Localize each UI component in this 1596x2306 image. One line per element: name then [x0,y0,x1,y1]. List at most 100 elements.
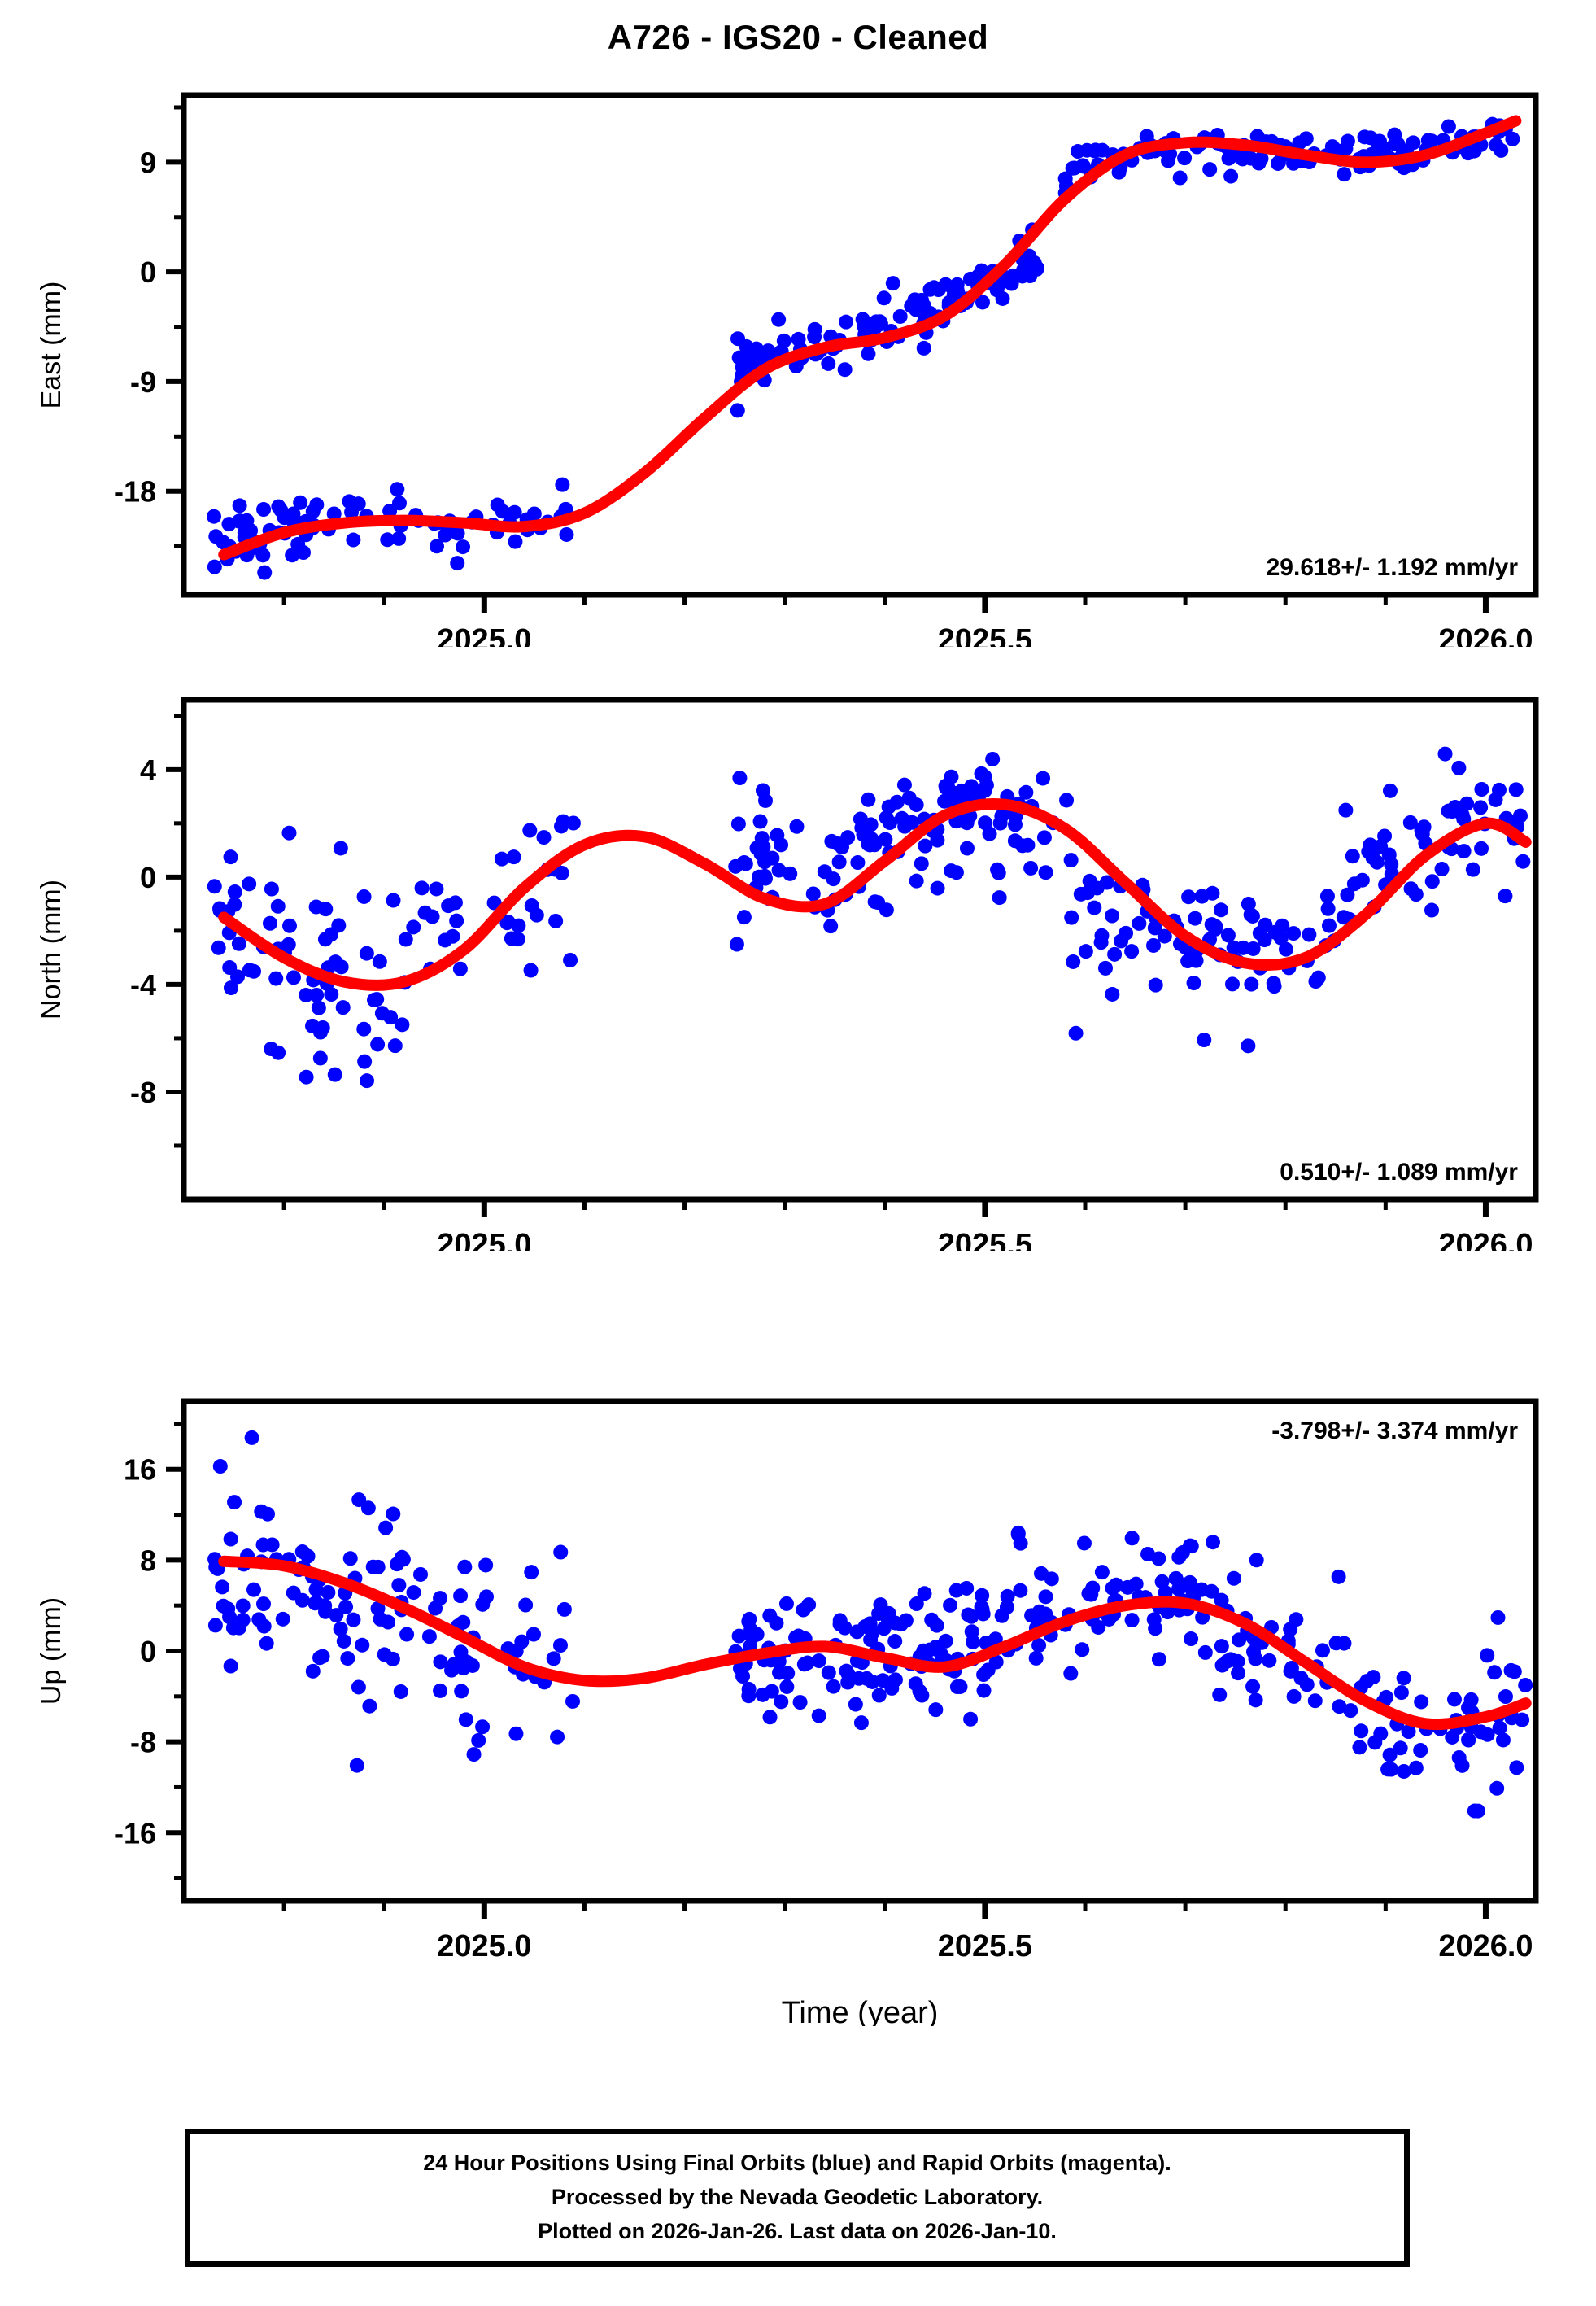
data-point [453,1644,469,1660]
data-point [1172,170,1188,186]
data-point [1082,873,1097,889]
data-point [550,1729,565,1745]
data-point [1186,976,1201,991]
data-point [1480,1727,1495,1742]
data-point [244,1430,259,1445]
footer-legend-box: 24 Hour Positions Using Final Orbits (bl… [185,2129,1410,2267]
data-point [338,1599,354,1614]
data-point [861,346,876,361]
east-chart-svg: 9 0 -9 -18 2025.0 2025.5 2026.0 East (mm) 29.618… [36,92,1539,647]
data-point [1087,900,1102,915]
data-point [207,509,222,524]
data-point [1354,1723,1369,1739]
data-point [231,936,246,951]
data-point [1038,1589,1053,1605]
data-point [475,1719,491,1735]
data-point [938,1633,953,1649]
data-point [1467,1803,1482,1819]
data-point [1447,800,1463,815]
data-point [876,290,892,306]
data-point [441,898,456,914]
data-point [268,971,284,986]
data-point [1245,941,1261,956]
data-point [429,881,444,897]
data-point [995,290,1010,306]
footer-line-3: Plotted on 2026-Jan-26. Last data on 202… [538,2218,1057,2243]
data-point [1248,1692,1263,1708]
data-point [732,771,748,786]
data-point [380,532,395,548]
data-point [1124,1613,1140,1628]
data-point [1382,783,1398,798]
data-point [318,902,334,917]
data-point [1175,1544,1190,1560]
up-chart-svg: 16 8 0 -8 -16 2025.0 2025.5 2026.0 Up (mm) -3.798… [36,1398,1539,2026]
data-point [223,1531,238,1547]
data-point [499,915,515,931]
y-tick-label: -8 [130,1726,156,1759]
data-point [216,1598,231,1614]
data-point [359,946,374,961]
data-point [1212,1687,1228,1702]
data-point [1513,808,1528,823]
data-point [978,815,993,831]
data-point [1413,1743,1428,1758]
data-point [1109,1577,1124,1592]
data-point [1139,129,1154,144]
chart-panel-up: 16 8 0 -8 -16 2025.0 2025.5 2026.0 Up (mm) -3.798… [0,1383,1596,2026]
data-point [1005,268,1021,283]
data-point [1245,908,1260,924]
y-axis-title: North (mm) [36,880,67,1020]
data-point [976,1683,992,1698]
data-point [762,1608,778,1623]
data-point [340,1651,355,1666]
data-point [1204,1583,1219,1599]
data-point [522,823,538,838]
data-point [916,340,931,356]
data-point [1271,155,1286,170]
data-point [308,1582,324,1597]
data-point [1029,260,1044,275]
data-point [378,1520,394,1535]
data-point [959,815,975,831]
data-point [383,1010,399,1025]
data-point [1241,1038,1256,1054]
data-point [293,495,308,510]
data-point [1024,1608,1040,1623]
data-point [778,1596,794,1611]
data-point [1182,1574,1197,1590]
data-point [831,854,847,870]
data-point [281,825,297,841]
data-point [309,988,325,1002]
data-point [1331,1569,1346,1584]
page-title: A726 - IGS20 - Cleaned [607,18,989,56]
data-point [1292,135,1307,151]
data-point [811,1653,826,1669]
data-point [975,295,990,310]
data-point [1321,918,1337,933]
data-point [839,314,854,330]
y-tick-label: 4 [140,753,156,787]
data-point [556,1601,572,1617]
data-point [1498,889,1513,904]
data-point [223,980,238,996]
data-point [242,876,257,892]
data-point [1402,815,1418,830]
footer-line-1: 24 Hour Positions Using Final Orbits (bl… [423,2151,1171,2176]
data-point [870,895,886,911]
data-point [823,919,839,934]
data-point [342,1551,358,1566]
data-point [1434,862,1450,877]
data-point [398,932,413,947]
data-point [1226,940,1241,955]
data-point [1208,919,1223,934]
data-point [563,953,578,967]
data-point [1498,1689,1513,1705]
data-point [963,1711,979,1727]
data-point [850,855,866,871]
data-point [731,1628,747,1644]
y-axis-title: Up (mm) [36,1597,67,1705]
data-point [743,1622,759,1638]
data-point [889,794,905,810]
data-point [1266,976,1281,991]
